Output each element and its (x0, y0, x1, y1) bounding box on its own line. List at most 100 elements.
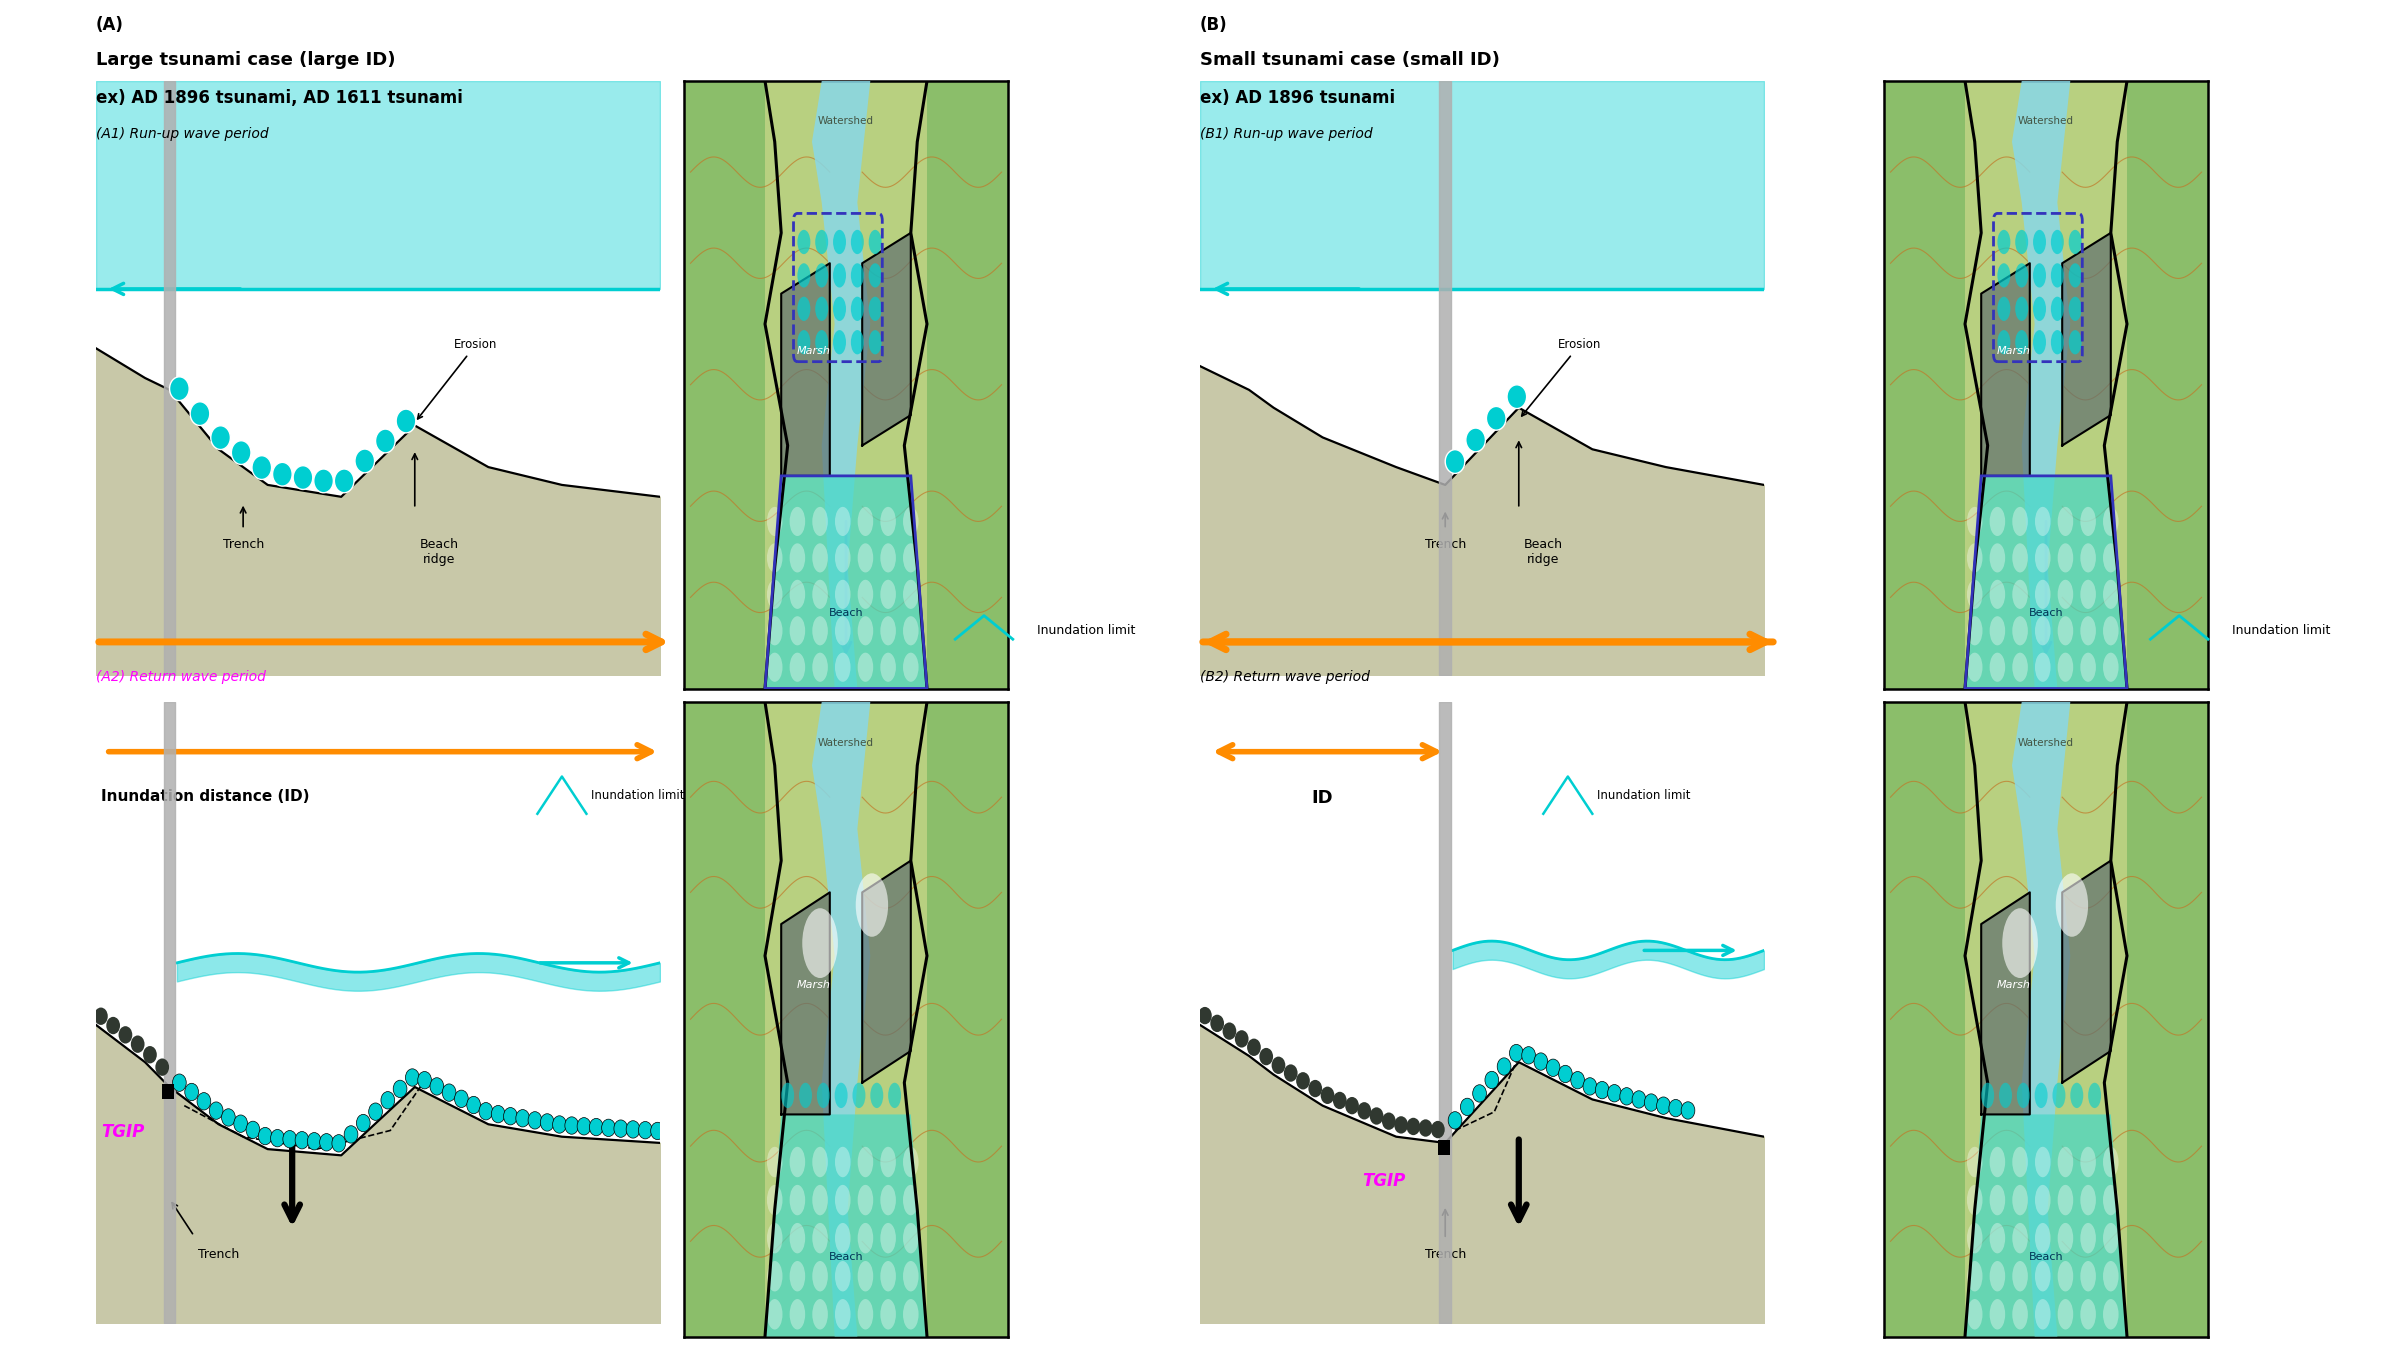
Text: Trench: Trench (197, 1249, 240, 1261)
Circle shape (430, 1077, 444, 1095)
Circle shape (768, 579, 782, 609)
Circle shape (1486, 406, 1507, 431)
Circle shape (881, 543, 895, 572)
Circle shape (2057, 579, 2074, 609)
Circle shape (1990, 543, 2004, 572)
Circle shape (881, 579, 895, 609)
Circle shape (2035, 1223, 2050, 1253)
Text: TGIP: TGIP (1361, 1172, 1404, 1191)
Circle shape (2035, 579, 2050, 609)
Circle shape (2035, 543, 2050, 572)
Circle shape (1997, 297, 2011, 321)
Polygon shape (782, 892, 830, 1115)
Circle shape (209, 1102, 223, 1119)
Circle shape (2081, 1223, 2095, 1253)
Text: Beach: Beach (828, 608, 864, 617)
Circle shape (1198, 1007, 1212, 1025)
Circle shape (504, 1107, 518, 1125)
Circle shape (331, 1134, 346, 1152)
Circle shape (2057, 1146, 2074, 1177)
Circle shape (2102, 616, 2119, 645)
Circle shape (790, 1223, 804, 1253)
Text: Beach: Beach (2028, 1253, 2064, 1262)
Polygon shape (2126, 81, 2208, 688)
Circle shape (1620, 1088, 1634, 1106)
Circle shape (797, 230, 811, 254)
Circle shape (1522, 1046, 1536, 1064)
Circle shape (1668, 1099, 1682, 1116)
Circle shape (857, 873, 888, 937)
Circle shape (454, 1091, 468, 1107)
Circle shape (2071, 1083, 2083, 1108)
Circle shape (1990, 1223, 2004, 1253)
Circle shape (293, 466, 312, 490)
Circle shape (1296, 1072, 1310, 1089)
Text: Beach: Beach (828, 1253, 864, 1262)
Circle shape (881, 1185, 895, 1215)
Circle shape (259, 1127, 271, 1145)
Circle shape (1982, 1083, 1994, 1108)
Circle shape (2102, 652, 2119, 682)
Circle shape (835, 1261, 850, 1292)
Circle shape (811, 579, 828, 609)
Circle shape (343, 1126, 358, 1143)
Circle shape (1370, 1107, 1382, 1125)
Circle shape (2081, 543, 2095, 572)
Bar (163, 1084, 175, 1099)
Text: Inundation limit: Inundation limit (1037, 624, 1135, 637)
Circle shape (1272, 1057, 1286, 1075)
Circle shape (852, 230, 864, 254)
Circle shape (2057, 543, 2074, 572)
Circle shape (2052, 230, 2064, 254)
Circle shape (1558, 1065, 1572, 1083)
Circle shape (802, 909, 838, 977)
Circle shape (857, 1223, 874, 1253)
Circle shape (1990, 579, 2004, 609)
Circle shape (1474, 1085, 1486, 1102)
Circle shape (2052, 263, 2064, 288)
Circle shape (170, 377, 190, 401)
Circle shape (1236, 1030, 1248, 1048)
Polygon shape (766, 81, 926, 688)
Circle shape (768, 616, 782, 645)
Circle shape (1644, 1094, 1658, 1111)
Circle shape (857, 579, 874, 609)
Circle shape (2016, 230, 2028, 254)
Circle shape (852, 329, 864, 354)
Text: (B2) Return wave period: (B2) Return wave period (1200, 670, 1370, 683)
Circle shape (466, 1096, 480, 1114)
Circle shape (902, 1185, 919, 1215)
Circle shape (1997, 329, 2011, 354)
Text: ex) AD 1896 tsunami, AD 1611 tsunami: ex) AD 1896 tsunami, AD 1611 tsunami (96, 89, 463, 107)
Text: Marsh: Marsh (1997, 347, 2030, 356)
Circle shape (2033, 329, 2045, 354)
Circle shape (790, 579, 804, 609)
Polygon shape (926, 702, 1008, 1336)
Circle shape (406, 1069, 420, 1087)
Circle shape (1968, 1185, 1982, 1215)
Circle shape (869, 329, 881, 354)
Text: Marsh: Marsh (797, 980, 830, 990)
Circle shape (2069, 329, 2081, 354)
Text: (A2) Return wave period: (A2) Return wave period (96, 670, 266, 683)
Circle shape (2057, 1185, 2074, 1215)
Text: Beach
ridge: Beach ridge (1524, 539, 1562, 567)
Circle shape (797, 297, 811, 321)
Circle shape (2088, 1083, 2100, 1108)
Circle shape (394, 1080, 408, 1098)
Text: Trench: Trench (1426, 539, 1466, 551)
Circle shape (902, 579, 919, 609)
Circle shape (881, 616, 895, 645)
Circle shape (2081, 506, 2095, 536)
Circle shape (2102, 506, 2119, 536)
Circle shape (2057, 616, 2074, 645)
Circle shape (857, 616, 874, 645)
Circle shape (816, 263, 828, 288)
Circle shape (1430, 1120, 1445, 1138)
Circle shape (902, 616, 919, 645)
Polygon shape (1966, 81, 2126, 688)
Circle shape (2057, 506, 2074, 536)
Circle shape (869, 297, 881, 321)
Text: Large tsunami case (large ID): Large tsunami case (large ID) (96, 51, 396, 69)
Polygon shape (2011, 81, 2071, 688)
